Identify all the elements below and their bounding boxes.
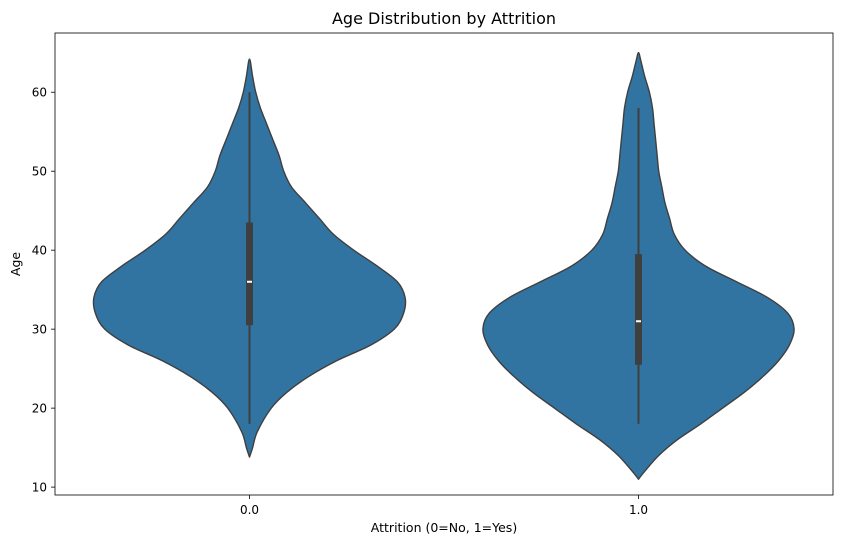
y-tick-label: 40 bbox=[32, 243, 47, 257]
y-tick-label: 30 bbox=[32, 322, 47, 336]
x-tick-label: 0.0 bbox=[240, 503, 259, 517]
x-tick-label: 1.0 bbox=[629, 503, 648, 517]
y-tick-label: 20 bbox=[32, 401, 47, 415]
plot-frame bbox=[54, 32, 834, 496]
y-tick-label: 60 bbox=[32, 86, 47, 100]
iqr-box-1.0 bbox=[635, 254, 642, 365]
x-axis-label: Attrition (0=No, 1=Yes) bbox=[371, 520, 517, 535]
violin-layer bbox=[92, 52, 795, 480]
y-tick-label: 50 bbox=[32, 165, 47, 179]
chart-title: Age Distribution by Attrition bbox=[332, 9, 556, 28]
x-axis: 0.0 1.0 bbox=[240, 495, 648, 517]
iqr-box-0.0 bbox=[246, 222, 253, 326]
y-axis-label: Age bbox=[8, 252, 23, 276]
y-axis: 10 20 30 40 50 60 bbox=[32, 86, 55, 494]
y-tick-label: 10 bbox=[32, 480, 47, 494]
